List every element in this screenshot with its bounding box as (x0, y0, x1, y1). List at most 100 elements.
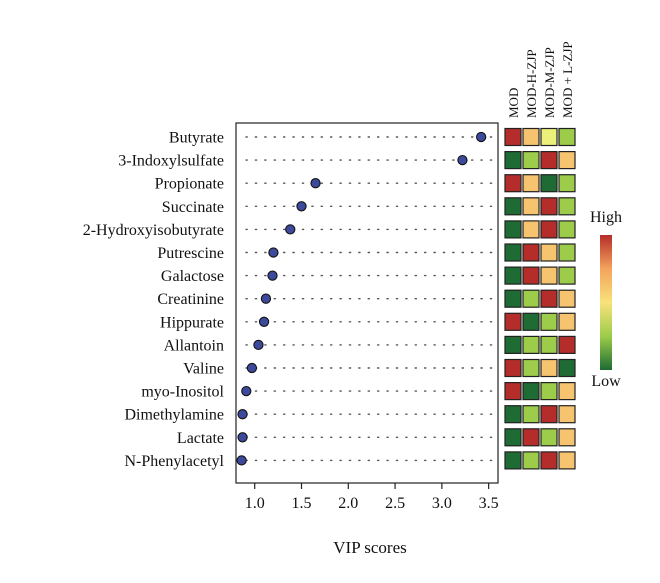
data-point (260, 293, 272, 304)
heatmap-cell (522, 382, 540, 401)
heatmap-cell (504, 197, 522, 216)
heatmap-cell (558, 289, 576, 308)
heatmap-cell (540, 335, 558, 354)
heatmap-cell (504, 312, 522, 331)
x-tick-label: 2.0 (338, 495, 358, 512)
heatmap-cell (540, 428, 558, 447)
heatmap-cell (540, 266, 558, 285)
heatmap-cell (540, 174, 558, 193)
heatmap (504, 127, 576, 470)
plot-frame (235, 122, 499, 484)
data-point (236, 455, 247, 466)
data-point (237, 432, 248, 443)
heatmap-cell (558, 405, 576, 424)
heatmap-cell (540, 151, 558, 170)
heatmap-cell (522, 151, 540, 170)
heatmap-cell (504, 289, 522, 308)
heatmap-cell (522, 220, 540, 239)
data-point (310, 178, 321, 189)
color-legend: High Low (590, 209, 622, 390)
category-label: Creatinine (157, 291, 224, 308)
heatmap-cell (504, 266, 522, 285)
category-label: Succinate (162, 199, 224, 216)
heatmap-cell (522, 243, 540, 262)
heatmap-cell (504, 174, 522, 193)
x-tick-label: 3.5 (479, 495, 499, 512)
category-label: myo-Inositol (141, 384, 224, 401)
category-label: Hippurate (160, 314, 224, 331)
x-tick-label: 1.5 (292, 495, 312, 512)
heatmap-cell (558, 312, 576, 331)
heatmap-cell (504, 335, 522, 354)
heatmap-column-header: MOD-H-ZJP (524, 49, 539, 118)
data-point (268, 247, 279, 258)
heatmap-cell (522, 405, 540, 424)
data-point (258, 316, 270, 327)
category-label: Dimethylamine (124, 407, 224, 424)
heatmap-cell (540, 358, 558, 378)
data-point (253, 339, 264, 351)
gridlines (245, 136, 493, 462)
heatmap-column-headers: MOD MOD-H-ZJP MOD-M-ZJP MOD + L-ZJP (506, 41, 575, 118)
category-label: Galactose (161, 268, 224, 285)
heatmap-cell (558, 197, 576, 216)
heatmap-cell (522, 266, 540, 285)
heatmap-cell (522, 451, 540, 470)
heatmap-cell (504, 151, 522, 170)
heatmap-cell (558, 451, 576, 470)
heatmap-cell (558, 358, 576, 378)
heatmap-column-header: MOD (506, 88, 521, 118)
data-point (476, 131, 487, 143)
data-points (236, 131, 487, 466)
heatmap-cell (558, 243, 576, 262)
heatmap-cell (504, 451, 522, 470)
heatmap-cell (504, 220, 522, 239)
heatmap-cell (522, 197, 540, 216)
category-label: N-Phenylacetyl (124, 453, 224, 470)
x-axis: 1.0 1.5 2.0 2.5 3.0 3.5 (245, 483, 499, 512)
heatmap-cell (540, 382, 558, 401)
legend-gradient-bar (600, 235, 612, 370)
heatmap-cell (504, 358, 522, 378)
heatmap-cell (540, 220, 558, 239)
heatmap-column-header: MOD-M-ZJP (542, 47, 557, 118)
category-label: Valine (183, 361, 224, 378)
heatmap-cell (504, 127, 522, 147)
heatmap-cell (558, 428, 576, 447)
heatmap-cell (522, 428, 540, 447)
heatmap-cell (558, 382, 576, 401)
x-axis-title: VIP scores (333, 538, 407, 557)
data-point (237, 409, 248, 420)
heatmap-cell (558, 220, 576, 239)
heatmap-cell (558, 127, 576, 147)
heatmap-cell (522, 174, 540, 193)
category-label: Putrescine (157, 245, 224, 262)
category-label: Allantoin (164, 337, 224, 354)
category-labels: Butyrate 3-Indoxylsulfate Propionate Succin… (83, 130, 225, 470)
data-point (457, 154, 468, 166)
heatmap-cell (540, 127, 558, 147)
heatmap-cell (522, 312, 540, 331)
heatmap-cell (504, 243, 522, 262)
category-label: Lactate (177, 430, 224, 447)
legend-low-label: Low (591, 373, 621, 390)
heatmap-cell (558, 335, 576, 354)
category-label: Butyrate (169, 130, 224, 147)
heatmap-cell (540, 405, 558, 424)
heatmap-cell (504, 382, 522, 401)
heatmap-cell (540, 312, 558, 331)
category-label: Propionate (155, 176, 224, 193)
data-point (246, 362, 258, 374)
heatmap-column-header: MOD + L-ZJP (560, 41, 575, 118)
heatmap-cell (558, 151, 576, 170)
heatmap-cell (522, 335, 540, 354)
category-label: 3-Indoxylsulfate (118, 153, 224, 170)
x-tick-label: 3.0 (432, 495, 452, 512)
data-point (241, 385, 252, 397)
plot-area (235, 122, 499, 484)
heatmap-cell (522, 358, 540, 378)
data-point (296, 201, 307, 212)
x-tick-label: 2.5 (385, 495, 405, 512)
legend-high-label: High (590, 209, 622, 226)
